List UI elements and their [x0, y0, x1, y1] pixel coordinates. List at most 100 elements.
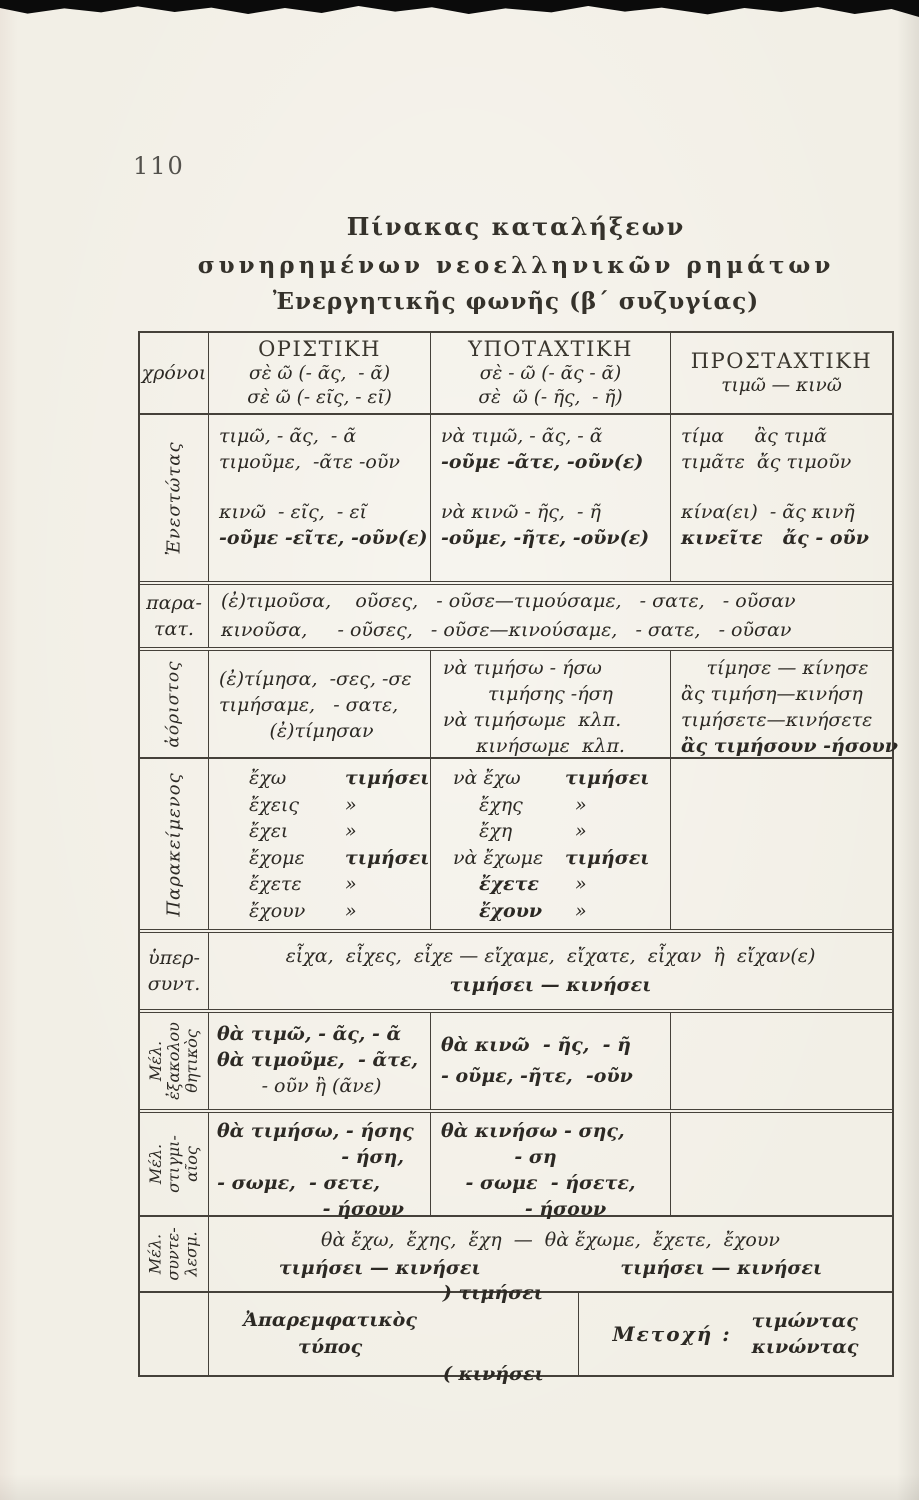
- cell-line: νὰ ἔχωμε τιμήσει: [453, 845, 666, 872]
- cell-line: θὰ ἔχω, ἔχης, ἔχη — θὰ ἔχωμε, ἔχετε, ἔχο…: [321, 1228, 780, 1251]
- ditto-mark: »: [345, 873, 357, 895]
- verb-form: ἔχης: [479, 793, 523, 816]
- header-prostaktiki: ΠΡΟΣΤΑΧΤΙΚΗ τιμῶ — κινῶ: [670, 333, 892, 413]
- title-line-2: συνηρημένων νεοελληνικῶν ρημάτων: [197, 252, 835, 279]
- parakeimenos-prostaktiki-cell-empty: [670, 759, 892, 929]
- cell-line: τιμήσετε—κινήσετε: [681, 709, 873, 731]
- verb-pair: τιμήσει — κινήσει: [620, 1256, 823, 1279]
- mex-oristiki-cell: θὰ τιμῶ, - ᾶς, - ᾶ θὰ τιμοῦμε, - ᾶτε, - …: [208, 1013, 430, 1109]
- cell-line: ἔχει »: [249, 818, 426, 845]
- title-line-3: Ἐνεργητικῆς φωνῆς (β΄ συζυγίας): [272, 288, 760, 315]
- row-aoristos: ἀόριστος (ἐ)τίμησα, -σες, -σε τιμήσαμε, …: [140, 647, 898, 757]
- ditto-mark: »: [575, 899, 587, 922]
- aoristos-prostaktiki-cell: τίμησε — κίνησε ἂς τιμήση—κινήση τιμήσετ…: [670, 651, 904, 757]
- cell-line: ἔχω τιμήσει: [249, 765, 429, 792]
- mst-prostaktiki-cell-empty: [670, 1113, 892, 1215]
- ypersyntelikos-content-cell: εἶχα, εἶχες, εἶχε — εἴχαμε, εἴχατε, εἶχα…: [208, 933, 892, 1009]
- row-paratatikos: παρα- τατ. (ἐ)τιμοῦσα, οῦσες, - οῦσε—τιμ…: [140, 581, 892, 647]
- cell-line: κινήσωμε κλπ.: [476, 735, 625, 757]
- cell-line: νὰ ἔχω τιμήσει: [453, 765, 666, 792]
- ditto-mark: »: [345, 899, 357, 922]
- cell-line: νὰ κινῶ - ῆς, - ῆ: [441, 501, 601, 523]
- cell-line: ἂς τιμήση—κινήση: [681, 683, 863, 705]
- verb-form: ἔχετε: [479, 873, 539, 895]
- mst-oristiki-cell: θὰ τιμήσω, - ήσης - ήση, - σωμε, - σετε,…: [208, 1113, 430, 1220]
- verb-form: νὰ ἔχω: [453, 767, 521, 789]
- ditto-mark: »: [345, 820, 357, 842]
- metoxi-label: Μετοχή :: [612, 1322, 732, 1346]
- msn-content-cell: θὰ ἔχω, ἔχης, ἔχη — θὰ ἔχωμε, ἔχετε, ἔχο…: [208, 1217, 892, 1291]
- cell-line: -οῦμε -εῖτε, -οῦν(ε): [219, 527, 428, 549]
- label-line: θητικὸς: [182, 1029, 202, 1093]
- cell-line: ἔχουν »: [453, 898, 666, 925]
- cell-line: ἔχης »: [453, 792, 666, 819]
- cell-line: νὰ τιμήσω - ήσω: [443, 657, 602, 679]
- label-line: Ἀπαρεμφατικὸς: [243, 1309, 417, 1331]
- cell-line: κινεῖτε ἄς - οῦν: [681, 527, 869, 549]
- cell-line: τιμήσει — κινήσει τιμήσει — κινήσει: [209, 1254, 892, 1283]
- verb-form: ἔχεις: [249, 793, 299, 816]
- cell-line: - οῦμε, -ῆτε, -οῦν: [441, 1065, 633, 1087]
- verb-pair: τιμήσει — κινήσει: [278, 1256, 481, 1279]
- cell-line: - ήσουν: [322, 1198, 404, 1220]
- scan-top-torn-edge: [0, 0, 919, 17]
- row-mellontas-exakolouthitikos: Μέλ. ἐξακολου θητικὸς θὰ τιμῶ, - ᾶς, - ᾶ…: [140, 1009, 892, 1109]
- row-paratatikos-label-cell: παρα- τατ.: [140, 585, 208, 647]
- row-enestotas-label: Ἐνεστώτας: [163, 440, 185, 556]
- cell-line: τιμῶ, - ᾶς, - ᾶ: [219, 425, 357, 447]
- cell-line: τίμησε — κίνησε: [706, 657, 869, 679]
- cell-line: τιμήσαμε, - σατε,: [219, 694, 399, 716]
- row-mex-label: Μέλ. ἐξακολου θητικὸς: [146, 1022, 202, 1100]
- header-ypotaktiki-sub1: σὲ - ῶ (- ᾶς - ᾶ): [479, 362, 622, 384]
- aoristos-ypotaktiki-cell: νὰ τιμήσω - ήσω τιμήσης -ήση νὰ τιμήσωμε…: [430, 651, 670, 757]
- row-enestotas-label-cell: Ἐνεστώτας: [140, 415, 208, 581]
- metoxi-values: τιμώντας κινώντας: [752, 1308, 859, 1360]
- cell-line: κινοῦσα, - οῦσες, - οῦσε—κινούσαμε, - σα…: [221, 619, 792, 641]
- row-aoristos-label-cell: ἀόριστος: [140, 651, 208, 757]
- mst-ypotaktiki-cell: θὰ κινήσω - σης, - ση - σωμε - ήσετε, - …: [430, 1113, 670, 1220]
- cell-line: - σωμε - ήσετε,: [465, 1172, 636, 1194]
- header-ypotaktiki: ΥΠΟΤΑΧΤΙΚΗ σὲ - ῶ (- ᾶς - ᾶ) σὲ ῶ (- ῆς,…: [430, 333, 670, 413]
- ditto-mark: »: [575, 873, 587, 895]
- cell-line: κινῶ - εῖς, - εῖ: [219, 501, 368, 523]
- cell-line: ἔχετε »: [249, 871, 426, 898]
- header-oristiki-sub1: σὲ ῶ (- ᾶς, - ᾶ): [248, 362, 391, 384]
- cell-line: ἔχουν »: [249, 898, 426, 925]
- cell-line: ἔχεις »: [249, 792, 426, 819]
- row-ypersyntelikos-label-cell: ὑπερ- συντ.: [140, 933, 208, 1009]
- header-prostaktiki-sub: τιμῶ — κινῶ: [721, 374, 842, 396]
- row-mst-label: Μέλ. στιγμι- αῖος: [146, 1135, 201, 1193]
- enestotas-oristiki-cell: τιμῶ, - ᾶς, - ᾶ τιμοῦμε, -ᾶτε -οῦν κινῶ …: [208, 415, 430, 581]
- header-ypotaktiki-sub2: σὲ ῶ (- ῆς, - ῆ): [478, 386, 623, 408]
- cell-line: τίμα ἂς τιμᾶ: [681, 425, 827, 447]
- participle: τιμήσει: [565, 767, 650, 789]
- row-aoristos-label: ἀόριστος: [164, 660, 185, 748]
- participle: τιμήσει: [345, 846, 430, 869]
- row-parakeimenos: Παρακείμενος ἔχω τιμήσει ἔχεις » ἔχει » ἔχο…: [140, 757, 892, 929]
- label-line: συντε-: [164, 1227, 183, 1281]
- label-line: Μέλ.: [146, 1143, 165, 1185]
- cell-line: κίνα(ει) - ᾶς κινῆ: [681, 501, 855, 523]
- row-msn-label-cell: Μέλ. συντε- λεσμ.: [140, 1217, 208, 1291]
- row-mst-label-cell: Μέλ. στιγμι- αῖος: [140, 1113, 208, 1215]
- header-prostaktiki-title: ΠΡΟΣΤΑΧΤΙΚΗ: [690, 348, 873, 373]
- ditto-mark: »: [345, 793, 357, 816]
- label-line: συντ.: [147, 973, 201, 995]
- verb-form: ἔχομε: [249, 846, 305, 869]
- enestotas-ypotaktiki-cell: νὰ τιμῶ, - ᾶς, - ᾶ -οῦμε -ᾶτε, -οῦν(ε) ν…: [430, 415, 670, 581]
- cell-line: ἂς τιμήσουν -ήσουν: [681, 735, 898, 757]
- cell-line: νὰ τιμήσωμε κλπ.: [443, 709, 622, 731]
- label-line: αῖος: [182, 1146, 201, 1182]
- verb-form: ἔχουν: [479, 899, 543, 922]
- cell-line: θὰ κινῶ - ῆς, - ῆ: [441, 1034, 631, 1056]
- parakeimenos-ypotaktiki-cell: νὰ ἔχω τιμήσει ἔχης » ἔχη » νὰ ἔχωμε τιμήσει…: [430, 759, 670, 929]
- cell-line: - ήση,: [341, 1146, 404, 1168]
- row-mellontas-syntelesmenos: Μέλ. συντε- λεσμ. θὰ ἔχω, ἔχης, ἔχη — θὰ…: [140, 1215, 892, 1291]
- table-header-row: χρόνοι ΟΡΙΣΤΙΚΗ σὲ ῶ (- ᾶς, - ᾶ) σὲ ῶ (-…: [140, 333, 892, 413]
- cell-line: τιμήσης -ήση: [488, 683, 613, 705]
- header-oristiki-sub2: σὲ ῶ (- εῖς, - εῖ): [247, 386, 392, 408]
- cell-line: τιμᾶτε ἄς τιμοῦν: [681, 451, 852, 473]
- aparemfatikos-values: ) τιμήσει ( κινήσει: [443, 1226, 544, 1442]
- row-parakeimenos-label-cell: Παρακείμενος: [140, 759, 208, 929]
- cell-line: -οῦμε, -ῆτε, -οῦν(ε): [441, 527, 650, 549]
